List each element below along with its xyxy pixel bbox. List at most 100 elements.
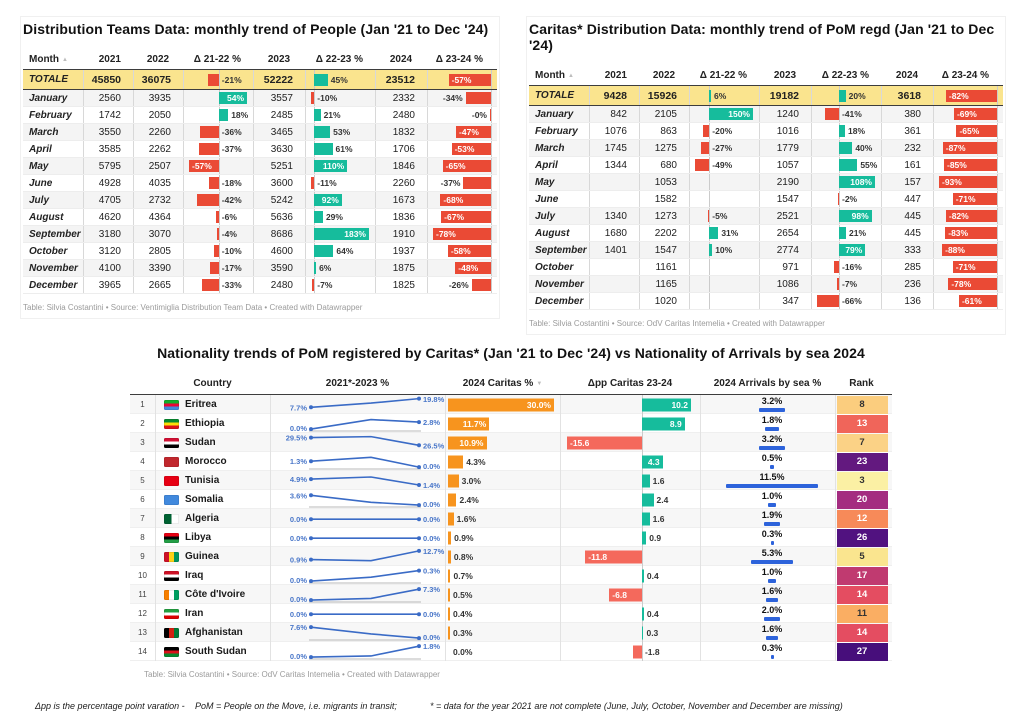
trend-sparkline: 4.9% 1.4% bbox=[290, 475, 441, 490]
arrivals-cell: 1.6% bbox=[700, 623, 835, 642]
arrivals-cell: 1.0% bbox=[700, 566, 835, 585]
column-header-2024[interactable]: 2024 bbox=[895, 70, 919, 81]
value-cell: 5242 bbox=[253, 192, 305, 208]
rank-badge: 5 bbox=[836, 547, 888, 566]
delta-label: -18% bbox=[221, 178, 242, 188]
dpp-bar bbox=[585, 550, 642, 563]
page-title: Nationality trends of PoM registered by … bbox=[157, 345, 865, 361]
table-row: 7 Algeria 0.0% 0.0% 1.6% 1.6 1.9% 12 bbox=[130, 509, 892, 528]
dpp-bar bbox=[641, 531, 647, 544]
column-header--23-24-[interactable]: Δ 23-24 % bbox=[435, 54, 483, 65]
value-cell: 1836 bbox=[375, 209, 427, 225]
value-cell bbox=[589, 174, 639, 190]
column-header--21-22-[interactable]: Δ 21-22 % bbox=[699, 70, 747, 81]
delta-label: -37% bbox=[440, 178, 461, 188]
delta-label: 10% bbox=[715, 245, 733, 255]
svg-text:0.0%: 0.0% bbox=[290, 424, 307, 433]
dpp-label: -15.6 bbox=[570, 437, 590, 448]
table-row: 4 Morocco 1.3% 0.0% 4.3% 4.3 0.5% 23 bbox=[130, 452, 892, 471]
column-header--21-22-[interactable]: Δ 21-22 % bbox=[193, 54, 241, 65]
column-header-2024-caritas-[interactable]: 2024 Caritas % ▼ bbox=[462, 378, 543, 389]
column-header-month[interactable]: Month ▲ bbox=[29, 54, 68, 65]
value-cell: 136 bbox=[881, 293, 933, 309]
dpp-bar bbox=[633, 645, 642, 658]
column-header-rank[interactable]: Rank bbox=[849, 378, 874, 389]
column-header-2023[interactable]: 2023 bbox=[773, 70, 797, 81]
flag-icon-sudan bbox=[164, 437, 179, 448]
zero-axis bbox=[491, 192, 492, 208]
zero-axis bbox=[218, 192, 220, 208]
arrivals-bar bbox=[770, 540, 774, 545]
column-header-2021[interactable]: 2021 bbox=[98, 54, 121, 65]
zero-axis bbox=[491, 70, 492, 89]
table-row: June 4928 4035 -18% 3600 -11% 2260 -37% bbox=[23, 175, 497, 192]
column-header-2021[interactable]: 2021 bbox=[604, 70, 627, 81]
flag-icon-algeria bbox=[164, 513, 179, 524]
arrivals-value: 0.5% bbox=[761, 453, 783, 464]
delta-cell: 18% bbox=[183, 107, 253, 123]
zero-axis bbox=[641, 433, 643, 452]
table-row: October 3120 2805 -10% 4600 64% 1937 -58% bbox=[23, 243, 497, 260]
column-header-country[interactable]: Country bbox=[193, 378, 232, 389]
delta-label: -57% bbox=[451, 74, 472, 85]
column-header-index[interactable] bbox=[130, 373, 155, 394]
column-header-2024-arrivals-by-sea-[interactable]: 2024 Arrivals by sea % bbox=[713, 378, 822, 389]
value-cell: 2480 bbox=[253, 277, 305, 293]
trend-sparkline: 7.7% 19.8% bbox=[290, 395, 445, 412]
column-header-month[interactable]: Month ▲ bbox=[535, 70, 574, 81]
delta-bar bbox=[311, 177, 315, 189]
table-row: May 5795 2507 -57% 5251 110% 1846 -65% bbox=[23, 158, 497, 175]
caritas-label: 2.4% bbox=[459, 494, 479, 505]
caritas-label: 0.0% bbox=[453, 646, 473, 657]
column-header-2022[interactable]: 2022 bbox=[652, 70, 676, 81]
table-body: TOTALE 45850 36075 -21% 52222 45% 23512 -57% Jan… bbox=[23, 70, 497, 294]
zero-axis bbox=[997, 174, 998, 190]
rank-cell: 7 bbox=[835, 433, 888, 452]
delta-cell: 18% bbox=[811, 123, 881, 139]
arrivals-value: 5.3% bbox=[761, 548, 783, 559]
dpp-bar bbox=[641, 493, 654, 506]
column-header--22-23-[interactable]: Δ 22-23 % bbox=[821, 70, 869, 81]
month-cell: March bbox=[29, 126, 59, 138]
delta-bar bbox=[825, 108, 839, 120]
country-cell: Sudan bbox=[155, 433, 270, 452]
arrivals-bar bbox=[765, 597, 779, 602]
column-header-2021-2023-[interactable]: 2021*-2023 % bbox=[325, 378, 390, 389]
delta-bar bbox=[216, 228, 219, 240]
value-cell: 4364 bbox=[133, 209, 183, 225]
column-header-2022[interactable]: 2022 bbox=[146, 54, 170, 65]
table-row: 9 Guinea 0.9% 12.7% 0.8% -11.8 5.3% 5 bbox=[130, 547, 892, 566]
value-cell: 4035 bbox=[133, 175, 183, 191]
value-cell: 347 bbox=[759, 293, 811, 309]
delta-cell: -21% bbox=[183, 70, 253, 89]
svg-text:26.5%: 26.5% bbox=[423, 441, 445, 450]
value-cell: 2485 bbox=[253, 107, 305, 123]
dpp-cell: -11.8 bbox=[560, 547, 700, 566]
column-header--23-24-[interactable]: Δ 23-24 % bbox=[941, 70, 989, 81]
delta-cell: -17% bbox=[183, 260, 253, 276]
rank-cell: 20 bbox=[835, 490, 888, 509]
delta-cell: 150% bbox=[689, 106, 759, 122]
dpp-label: -1.8 bbox=[644, 646, 660, 657]
column-header-2023[interactable]: 2023 bbox=[267, 54, 291, 65]
delta-label: -49% bbox=[712, 160, 733, 170]
column-header--22-23-[interactable]: Δ 22-23 % bbox=[315, 54, 363, 65]
delta-cell: -10% bbox=[305, 90, 375, 106]
delta-bar bbox=[839, 176, 875, 188]
delta-bar bbox=[956, 125, 997, 137]
country-name: Eritrea bbox=[185, 399, 217, 410]
rank-cell: 3 bbox=[835, 471, 888, 490]
delta-cell: -6% bbox=[183, 209, 253, 225]
caritas-label: 0.4% bbox=[453, 608, 473, 619]
svg-text:3.6%: 3.6% bbox=[290, 491, 307, 500]
column-header-2024[interactable]: 2024 bbox=[389, 54, 413, 65]
row-index: 7 bbox=[140, 514, 145, 523]
delta-label: -10% bbox=[221, 246, 242, 256]
value-cell: 1340 bbox=[589, 208, 639, 224]
delta-label: -26% bbox=[448, 280, 469, 290]
country-name: Tunisia bbox=[185, 475, 220, 486]
zero-axis bbox=[709, 259, 711, 275]
column-header--pp-caritas-23-24[interactable]: Δpp Caritas 23-24 bbox=[587, 378, 673, 389]
caption-note-pom: PoM = People on the Move, i.e. migrants … bbox=[195, 701, 397, 711]
caritas-bar-cell: 1.6% bbox=[445, 509, 560, 528]
